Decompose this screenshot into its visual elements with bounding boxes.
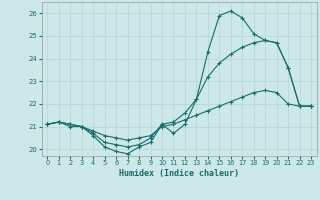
X-axis label: Humidex (Indice chaleur): Humidex (Indice chaleur) xyxy=(119,169,239,178)
